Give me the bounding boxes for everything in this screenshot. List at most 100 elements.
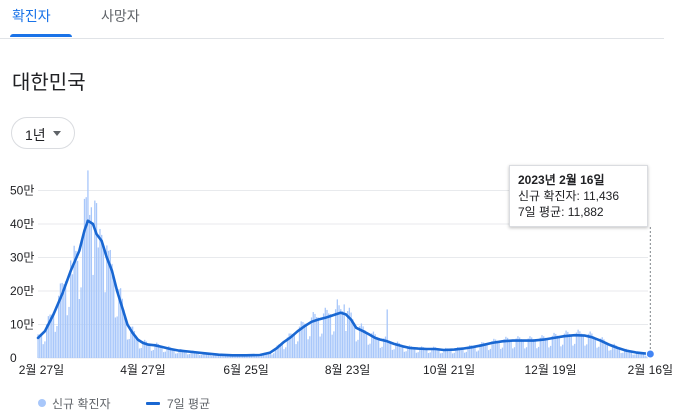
daily-case-bar bbox=[512, 348, 514, 358]
daily-case-bar bbox=[169, 347, 172, 358]
daily-case-bar bbox=[642, 353, 645, 358]
daily-case-bar bbox=[446, 348, 449, 358]
daily-case-bar bbox=[247, 356, 249, 358]
legend-dot-icon bbox=[38, 399, 46, 407]
daily-case-bar bbox=[412, 347, 414, 358]
y-tick-label: 10만 bbox=[10, 318, 34, 332]
daily-case-bar bbox=[360, 323, 363, 358]
daily-case-bar bbox=[44, 341, 46, 358]
daily-case-bar bbox=[615, 345, 617, 358]
daily-case-bar bbox=[525, 347, 528, 358]
daily-case-bar bbox=[481, 342, 483, 358]
daily-case-bar bbox=[300, 321, 302, 358]
daily-case-bar bbox=[548, 347, 550, 358]
daily-case-bar bbox=[348, 307, 351, 358]
daily-case-bar bbox=[501, 347, 504, 358]
y-tick-label: 40만 bbox=[10, 217, 34, 231]
daily-case-bar bbox=[580, 333, 583, 358]
daily-case-bar bbox=[271, 354, 273, 358]
daily-case-bar bbox=[187, 354, 189, 358]
daily-case-bar bbox=[563, 333, 566, 358]
tooltip-date: 2023년 2월 16일 bbox=[518, 173, 605, 187]
daily-case-bar bbox=[183, 350, 185, 358]
daily-case-bar bbox=[166, 346, 168, 358]
daily-case-bar bbox=[543, 336, 545, 358]
daily-case-bar bbox=[178, 349, 180, 358]
daily-case-bar bbox=[610, 350, 612, 358]
daily-case-bar bbox=[587, 333, 590, 358]
daily-case-bar bbox=[334, 309, 337, 358]
daily-case-bar bbox=[579, 331, 581, 358]
daily-case-bar bbox=[42, 344, 44, 358]
daily-case-bar bbox=[448, 349, 450, 358]
seven-day-average-line bbox=[36, 219, 652, 357]
daily-case-bar bbox=[383, 338, 385, 358]
daily-case-bar bbox=[372, 331, 375, 358]
daily-case-bar bbox=[164, 351, 166, 358]
daily-case-bar bbox=[536, 348, 538, 358]
daily-case-bar bbox=[293, 333, 295, 358]
daily-case-bar bbox=[517, 336, 519, 358]
daily-case-bar bbox=[613, 343, 615, 358]
daily-case-bar bbox=[121, 298, 123, 358]
daily-case-bar bbox=[617, 347, 619, 358]
daily-case-bar bbox=[620, 353, 622, 358]
daily-case-bar bbox=[541, 335, 543, 358]
daily-case-bar bbox=[85, 197, 87, 358]
tab-cases[interactable]: 확진자 bbox=[12, 8, 51, 24]
daily-case-bar bbox=[188, 354, 191, 358]
daily-case-bar bbox=[551, 335, 553, 358]
daily-case-bar bbox=[355, 341, 357, 358]
daily-case-bar bbox=[641, 352, 643, 358]
daily-case-bar bbox=[63, 284, 65, 358]
daily-case-bar bbox=[314, 313, 316, 358]
daily-case-bar bbox=[109, 249, 111, 358]
daily-case-bar bbox=[149, 344, 151, 358]
daily-case-bar bbox=[362, 326, 364, 358]
y-tick-label: 20만 bbox=[10, 284, 34, 298]
daily-case-bar bbox=[59, 283, 62, 358]
tab-deaths[interactable]: 사망자 bbox=[101, 8, 140, 24]
daily-case-bar bbox=[463, 352, 466, 358]
daily-case-bar bbox=[312, 312, 314, 358]
daily-case-bar bbox=[123, 309, 125, 358]
daily-case-bar bbox=[90, 207, 93, 358]
daily-case-bar bbox=[350, 312, 352, 358]
legend-label-average: 7일 평균 bbox=[167, 397, 211, 411]
daily-case-bar bbox=[40, 333, 43, 358]
daily-case-bar bbox=[503, 339, 505, 358]
daily-case-bar bbox=[192, 350, 194, 358]
y-tick-label: 50만 bbox=[10, 184, 34, 198]
daily-case-bar bbox=[197, 352, 199, 358]
daily-case-bar bbox=[333, 331, 335, 358]
daily-case-bar bbox=[519, 337, 521, 358]
daily-case-bar bbox=[629, 350, 631, 358]
daily-case-bar bbox=[219, 354, 222, 358]
daily-case-bar bbox=[46, 324, 48, 358]
daily-case-bar bbox=[396, 341, 399, 358]
daily-case-bar bbox=[611, 344, 614, 358]
time-range-dropdown[interactable]: 1년 bbox=[11, 117, 75, 149]
daily-case-bar bbox=[352, 319, 354, 358]
chart-bars bbox=[37, 170, 652, 358]
daily-case-bar bbox=[513, 347, 516, 358]
daily-case-bar bbox=[462, 348, 464, 358]
daily-case-bar bbox=[494, 339, 497, 358]
chart-gridlines bbox=[38, 190, 648, 359]
daily-case-bar bbox=[470, 345, 473, 358]
daily-case-bar bbox=[119, 288, 122, 358]
daily-case-bar bbox=[534, 339, 536, 358]
daily-case-bar bbox=[405, 351, 407, 358]
cases-chart[interactable]: 0 10만 20만 30만 40만 50만 2월 27일 4월 27일 6월 25일 8월 23… bbox=[0, 155, 673, 387]
daily-case-bar bbox=[316, 317, 318, 358]
daily-case-bar bbox=[639, 352, 641, 358]
daily-case-bar bbox=[592, 336, 595, 358]
x-tick-label: 2월 16일 bbox=[628, 363, 673, 377]
daily-case-bar bbox=[138, 348, 141, 358]
daily-case-bar bbox=[329, 314, 332, 358]
daily-case-bar bbox=[491, 341, 493, 358]
daily-case-bar bbox=[469, 344, 471, 358]
daily-case-bar bbox=[87, 170, 89, 358]
daily-case-bar bbox=[565, 330, 567, 358]
daily-case-bar bbox=[343, 304, 345, 358]
